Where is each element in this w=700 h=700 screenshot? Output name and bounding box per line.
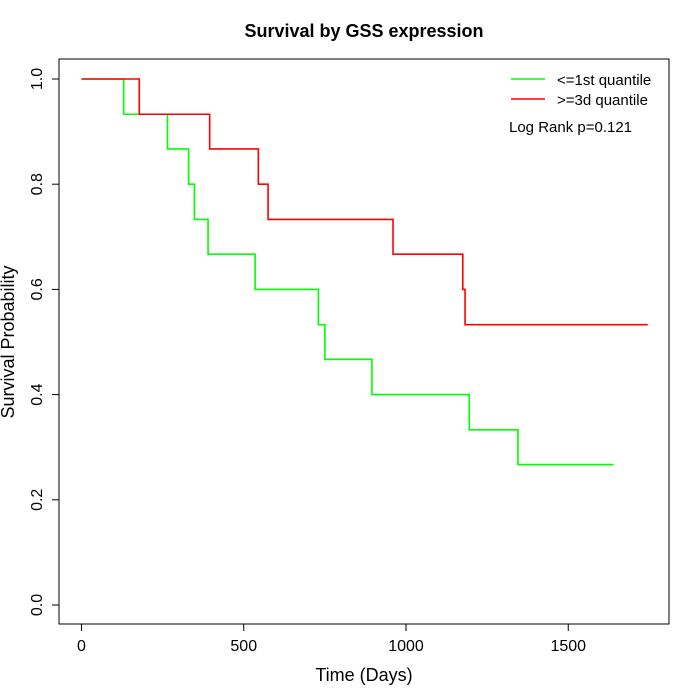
series-line-upper-quantile xyxy=(81,78,648,326)
x-tick-label: 0 xyxy=(77,638,86,655)
x-tick-label: 500 xyxy=(230,638,257,655)
x-tick-label: 1500 xyxy=(550,638,586,655)
y-tick-label: 1.0 xyxy=(29,68,46,90)
legend-label-upper: >=3d quantile xyxy=(557,92,648,109)
plot-frame xyxy=(58,58,670,625)
y-tick-label: 0.2 xyxy=(29,489,46,511)
series-layer xyxy=(81,78,648,466)
legend: <=1st quantile >=3d quantile Log Rank p=… xyxy=(509,72,651,136)
y-tick-label: 0.0 xyxy=(29,594,46,616)
x-axis-label: Time (Days) xyxy=(315,665,412,685)
y-tick-label: 0.4 xyxy=(29,383,46,405)
x-axis: 0 500 1000 1500 xyxy=(77,623,586,655)
y-axis: 0.0 0.2 0.4 0.6 0.8 1.0 xyxy=(29,68,60,616)
y-tick-label: 0.6 xyxy=(29,278,46,300)
y-tick-label: 0.8 xyxy=(29,173,46,195)
x-tick-label: 1000 xyxy=(388,638,424,655)
y-axis-label: Survival Probability xyxy=(0,265,18,418)
log-rank-annotation: Log Rank p=0.121 xyxy=(509,119,632,136)
series-line-lower-quantile xyxy=(81,78,614,466)
legend-label-lower: <=1st quantile xyxy=(557,72,651,89)
chart-title: Survival by GSS expression xyxy=(244,21,483,41)
